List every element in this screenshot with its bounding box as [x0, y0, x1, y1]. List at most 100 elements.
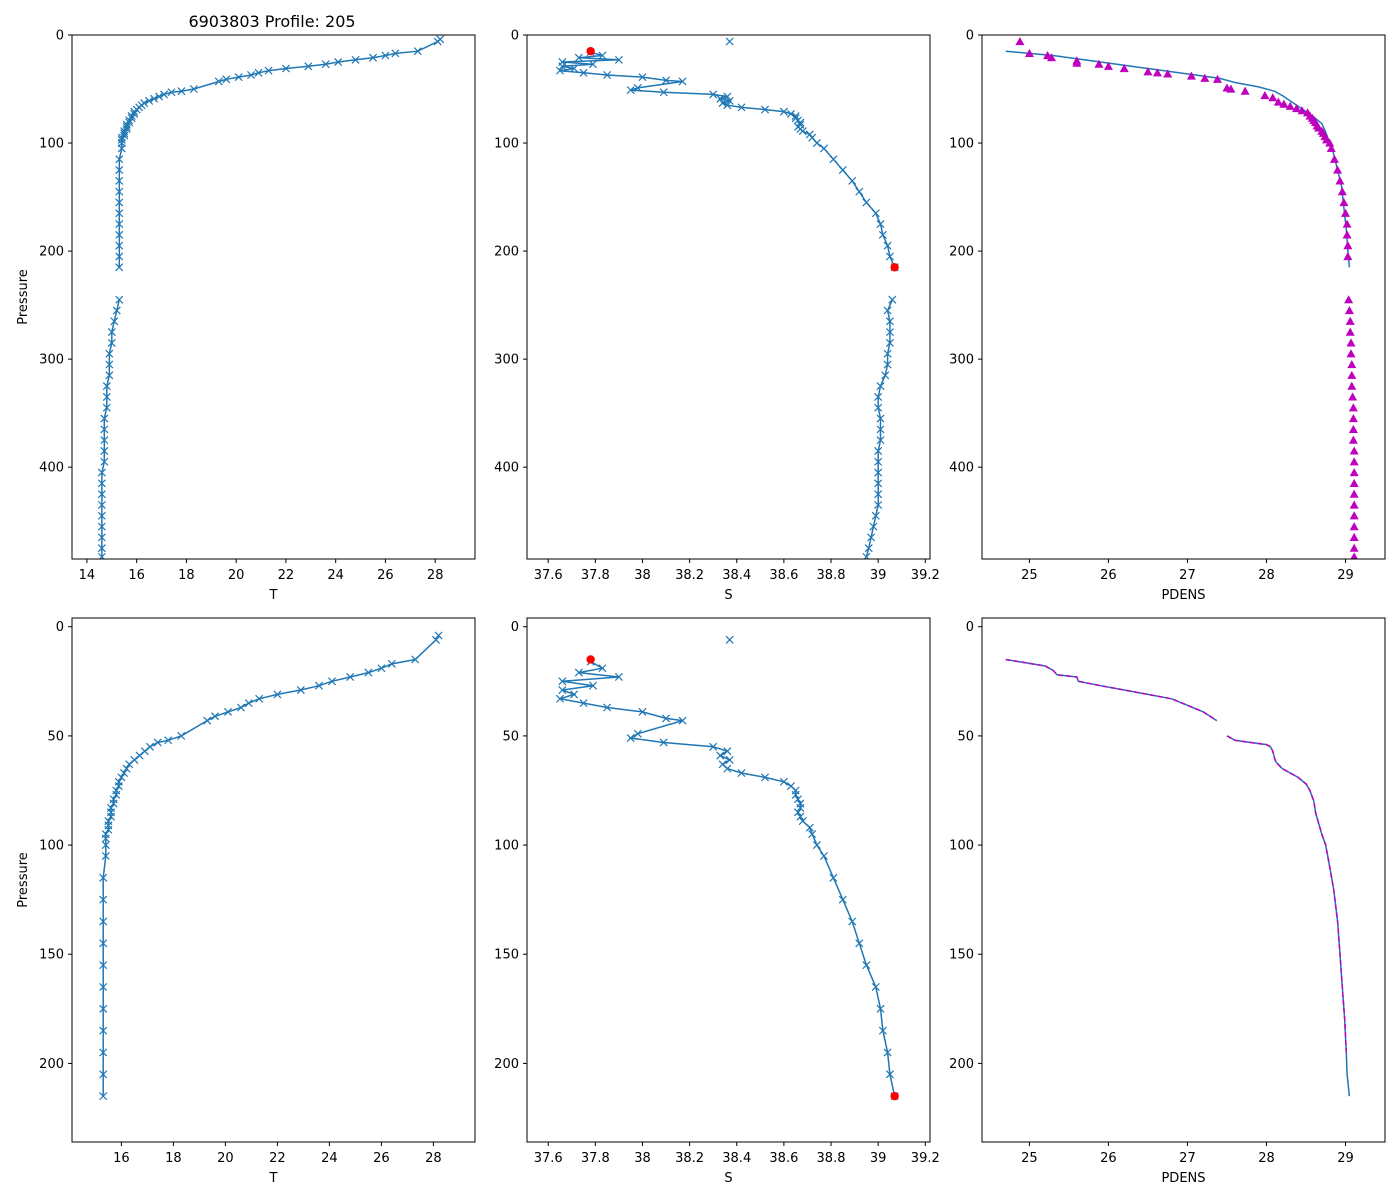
x-marker — [558, 677, 567, 686]
x-tick-label: 18 — [165, 1151, 182, 1166]
x-tick-label: 39 — [870, 568, 887, 583]
axes-frame — [71, 34, 476, 560]
flagged-point — [890, 1091, 899, 1101]
plot-area — [99, 631, 443, 1101]
x-marker — [223, 707, 233, 716]
x-marker — [716, 751, 725, 760]
pdens-marker — [1024, 48, 1034, 57]
pdens-marker — [1335, 176, 1345, 185]
x-marker — [334, 57, 343, 67]
x-marker — [862, 961, 871, 970]
x-marker — [678, 77, 687, 86]
x-marker — [638, 707, 647, 716]
x-marker — [214, 77, 223, 86]
salinity-line — [559, 661, 896, 1097]
x-tick-label: 20 — [228, 568, 245, 583]
x-marker — [574, 53, 583, 62]
x-marker — [203, 716, 212, 725]
x-axis-label: T — [269, 588, 278, 603]
y-tick-label: 100 — [949, 839, 974, 854]
x-marker — [281, 64, 290, 73]
x-marker — [115, 252, 124, 261]
pdens-marker — [1343, 251, 1353, 261]
x-marker — [105, 360, 114, 369]
pdens-marker — [1163, 69, 1173, 78]
x-marker — [603, 70, 612, 79]
x-marker — [97, 533, 106, 542]
pdens_dash-line — [1226, 735, 1348, 1053]
axes-frame — [981, 34, 1386, 560]
x-marker — [391, 49, 400, 58]
x-tick-label: 38.8 — [817, 568, 846, 583]
x-axis-label: PDENS — [1161, 1171, 1205, 1186]
x-marker — [433, 37, 442, 46]
pdens-marker — [1349, 457, 1359, 466]
x-marker — [109, 799, 118, 808]
x-marker — [115, 166, 124, 175]
y-tick-label: 100 — [39, 839, 64, 854]
x-marker — [145, 96, 154, 105]
x-tick-label: 16 — [113, 1151, 130, 1166]
x-marker — [723, 92, 732, 101]
x-marker — [638, 73, 647, 82]
x-marker — [155, 92, 164, 101]
x-marker — [102, 403, 111, 412]
x-marker — [236, 703, 246, 712]
x-marker — [819, 851, 828, 861]
x-marker — [761, 105, 770, 114]
x-marker — [570, 690, 579, 699]
y-tick-label: 50 — [47, 729, 64, 744]
pdens-marker — [1348, 435, 1358, 444]
x-marker — [876, 436, 885, 445]
x-marker — [796, 118, 805, 127]
x-marker — [381, 51, 390, 60]
pdens-marker — [1342, 219, 1352, 228]
x-marker — [105, 349, 114, 358]
x-marker — [112, 306, 121, 315]
plot-area — [555, 37, 899, 559]
y-tick-label: 100 — [494, 137, 519, 152]
pdens-marker — [1333, 165, 1343, 174]
flagged-point — [586, 47, 595, 56]
y-tick-label: 400 — [39, 461, 64, 476]
x-marker — [633, 83, 642, 92]
pdens-marker — [1348, 424, 1358, 433]
x-marker — [871, 982, 880, 992]
x-marker — [296, 686, 305, 695]
x-marker — [598, 51, 607, 60]
x-marker — [101, 851, 110, 861]
x-marker — [881, 371, 890, 380]
x-marker — [871, 209, 880, 218]
pdens-marker — [1072, 58, 1082, 67]
axes-frame — [526, 617, 931, 1143]
pdens-marker — [1345, 316, 1355, 325]
pdens-marker — [1344, 295, 1354, 304]
x-tick-label: 26 — [373, 1151, 390, 1166]
y-tick-label: 200 — [949, 245, 974, 260]
pdens-marker — [1273, 97, 1283, 106]
x-tick-label: 14 — [79, 568, 96, 583]
x-marker — [883, 1048, 892, 1057]
pdens-marker — [1326, 143, 1336, 153]
x-marker — [678, 716, 687, 725]
x-marker — [120, 129, 129, 138]
x-marker — [321, 60, 330, 69]
pdens-marker — [1350, 552, 1358, 559]
x-marker — [107, 338, 116, 347]
x-marker — [883, 360, 892, 369]
x-tick-label: 22 — [278, 568, 295, 583]
x-marker — [876, 220, 885, 229]
y-tick-label: 0 — [56, 29, 64, 44]
x-tick-label: 16 — [128, 568, 145, 583]
x-marker — [101, 834, 110, 843]
x-marker — [112, 790, 121, 799]
x-marker — [351, 55, 360, 64]
x-marker — [99, 873, 108, 882]
x-marker — [626, 86, 635, 95]
x-tick-label: 27 — [1179, 1151, 1196, 1166]
x-marker — [874, 500, 883, 510]
x-marker — [115, 241, 124, 250]
x-tick-label: 25 — [1021, 1151, 1038, 1166]
x-marker — [119, 768, 129, 778]
x-marker — [558, 686, 567, 695]
